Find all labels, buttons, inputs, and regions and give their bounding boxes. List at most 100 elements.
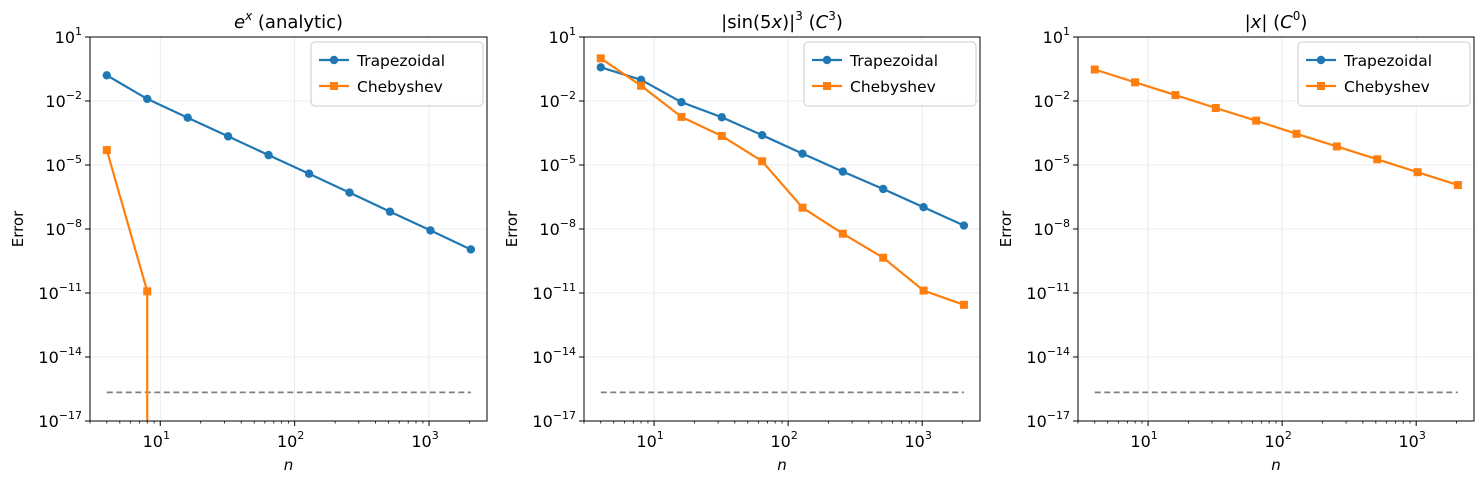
y-tick-base: 10 [55, 28, 75, 47]
data-point-trapezoidal [385, 207, 395, 216]
x-tick-label: 103 [1398, 429, 1425, 451]
data-point-trapezoidal [345, 188, 354, 197]
y-tick-exponent: −2 [560, 89, 576, 102]
x-tick-exponent: 1 [1151, 429, 1158, 442]
data-point-chebyshev [1211, 103, 1220, 112]
chart-title-part: C [1280, 12, 1293, 33]
data-point-chebyshev [919, 286, 928, 295]
y-tick-base: 10 [38, 284, 58, 303]
x-tick-base: 10 [1264, 432, 1284, 451]
y-tick-base: 10 [532, 284, 552, 303]
x-tick-exponent: 2 [297, 429, 304, 442]
x-tick-base: 10 [411, 432, 431, 451]
y-tick-label: 10−11 [532, 281, 576, 303]
y-tick-base: 10 [38, 348, 58, 367]
data-point-trapezoidal [959, 221, 969, 230]
data-point-chebyshev [1453, 181, 1462, 190]
y-tick-base: 10 [532, 412, 552, 431]
y-tick-exponent: 1 [1063, 25, 1070, 38]
x-tick-label: 102 [277, 429, 304, 451]
legend-marker-square [1317, 82, 1325, 90]
chart-title: ex (analytic) [234, 9, 343, 33]
chart-title-part: ( [803, 12, 816, 33]
y-tick-label: 10−5 [539, 153, 576, 175]
y-tick-base: 10 [1033, 92, 1053, 111]
x-tick-exponent: 2 [1285, 429, 1292, 442]
y-tick-label: 10−8 [539, 217, 576, 239]
y-tick-base: 10 [1043, 28, 1063, 47]
y-tick-base: 10 [1026, 412, 1046, 431]
y-tick-base: 10 [45, 220, 65, 239]
y-tick-label: 10−11 [38, 281, 82, 303]
series-group [1090, 65, 1462, 190]
chart-title-part: C [816, 12, 829, 33]
y-tick-exponent: −8 [66, 217, 82, 230]
series-group [596, 54, 969, 309]
legend-box [310, 41, 484, 107]
data-point-chebyshev [1332, 142, 1341, 151]
data-point-trapezoidal [264, 150, 273, 160]
data-point-chebyshev [838, 229, 847, 238]
data-point-chebyshev [143, 287, 152, 296]
chart-title-part: 3 [828, 9, 836, 23]
chart-title-part: ) [836, 12, 843, 33]
data-point-chebyshev [798, 203, 807, 212]
x-tick-base: 10 [904, 432, 924, 451]
legend-box [803, 41, 977, 107]
y-tick-exponent: −11 [553, 281, 576, 294]
x-tick-label: 103 [411, 429, 438, 451]
data-point-trapezoidal [757, 130, 767, 140]
x-tick-label: 103 [904, 429, 931, 451]
data-point-chebyshev [1413, 168, 1422, 177]
y-tick-label: 10−17 [532, 409, 576, 431]
y-tick-exponent: −11 [1047, 281, 1070, 294]
y-tick-base: 10 [1026, 348, 1046, 367]
data-point-trapezoidal [838, 167, 848, 176]
y-tick-base: 10 [1026, 284, 1046, 303]
chart-title: |sin(5x)|3 (C3) [721, 9, 843, 33]
y-tick-label: 10−17 [38, 409, 82, 431]
x-tick-exponent: 3 [432, 429, 439, 442]
y-tick-label: 10−2 [539, 89, 576, 111]
data-point-chebyshev [677, 112, 686, 121]
x-tick-base: 10 [770, 432, 790, 451]
data-point-chebyshev [959, 300, 968, 309]
data-point-trapezoidal [798, 149, 807, 158]
x-tick-exponent: 1 [657, 429, 664, 442]
y-tick-label: 10−14 [1026, 345, 1070, 367]
data-point-trapezoidal [677, 97, 686, 107]
legend-label: Chebyshev [357, 78, 443, 96]
y-tick-exponent: −14 [59, 345, 82, 358]
legend: Trapezoidal Chebyshev [310, 41, 484, 107]
y-tick-exponent: −14 [1047, 345, 1070, 358]
chart-panel-3: 101 102 10310110−210−510−810−1110−1410−17n… [997, 9, 1475, 474]
series-line-chebyshev [105, 149, 149, 421]
y-tick-base: 10 [539, 220, 559, 239]
legend-label: Chebyshev [1344, 78, 1430, 96]
x-tick-label: 102 [770, 429, 797, 451]
legend-marker-circle [822, 55, 832, 65]
data-point-trapezoidal [919, 203, 928, 212]
chart-title-part: e [234, 12, 245, 33]
x-axis-label: n [284, 456, 294, 474]
chart-title-part: | [1245, 12, 1251, 33]
y-tick-label: 10−14 [532, 345, 576, 367]
y-tick-exponent: −17 [59, 409, 82, 422]
chart-panel-1: 101 102 10310110−210−510−810−1110−1410−17n… [9, 9, 488, 474]
series-line-chebyshev [1094, 68, 1459, 187]
data-point-trapezoidal [223, 132, 233, 141]
y-axis-label: Error [997, 210, 1015, 247]
legend-label: Trapezoidal [356, 52, 445, 70]
y-tick-base: 10 [45, 156, 65, 175]
data-point-trapezoidal [879, 184, 888, 194]
y-tick-label: 10−11 [1026, 281, 1070, 303]
y-tick-exponent: −2 [66, 89, 82, 102]
y-tick-exponent: −8 [1054, 217, 1070, 230]
chart-title-part: x [244, 9, 253, 23]
series-line-chebyshev [600, 57, 965, 306]
data-point-chebyshev [879, 253, 888, 262]
legend: Trapezoidal Chebyshev [1297, 41, 1471, 107]
data-point-chebyshev [1252, 116, 1261, 125]
chart-title-part: | ( [1261, 12, 1280, 33]
